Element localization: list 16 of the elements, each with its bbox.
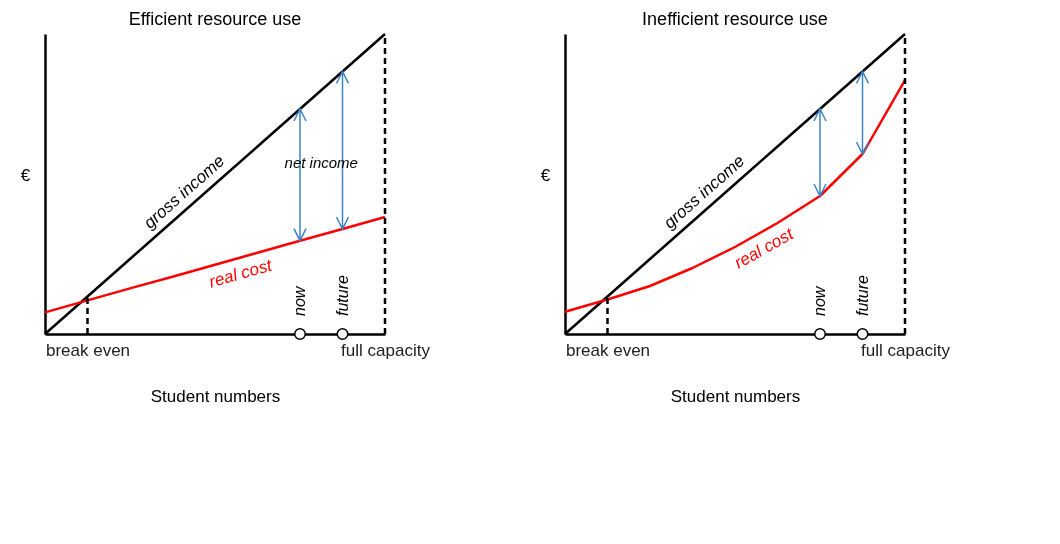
x-tick-label: now bbox=[291, 285, 308, 316]
x-tick-label: future bbox=[333, 274, 351, 316]
x-tick-label: full capacity bbox=[861, 340, 951, 360]
text: real cost bbox=[731, 223, 798, 273]
x-tick-label: future bbox=[853, 274, 871, 316]
y-axis-title: € bbox=[540, 165, 551, 185]
x-tick-label: break even bbox=[565, 340, 651, 360]
text: real cost bbox=[206, 255, 276, 292]
x-tick-label: break even bbox=[45, 340, 131, 360]
chart-title: Inefficient resource use bbox=[642, 8, 828, 29]
chart-title: Efficient resource use bbox=[128, 8, 302, 29]
x-tick-label: now bbox=[811, 285, 828, 316]
y-axis-title: € bbox=[20, 165, 31, 185]
x-tick-label: full capacity bbox=[341, 340, 431, 360]
x-axis-title: Student numbers bbox=[150, 386, 281, 406]
x-axis-title: Student numbers bbox=[670, 386, 801, 406]
